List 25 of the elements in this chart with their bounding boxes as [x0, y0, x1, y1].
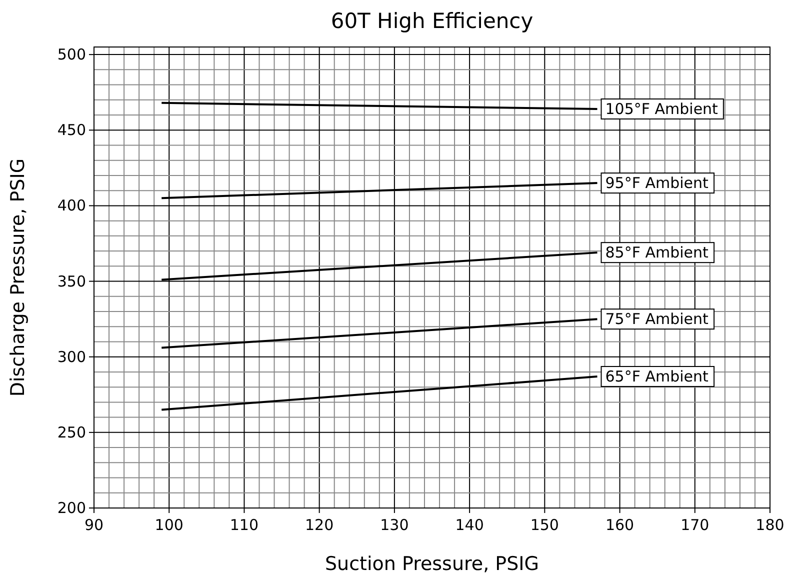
x-tick-label: 180 [756, 516, 784, 534]
x-tick-label: 140 [455, 516, 484, 534]
y-axis-title: Discharge Pressure, PSIG [7, 158, 29, 397]
x-tick-label: 110 [230, 516, 259, 534]
x-tick-label: 150 [530, 516, 559, 534]
x-tick-label: 130 [380, 516, 409, 534]
series-label: 65°F Ambient [605, 368, 709, 386]
y-tick-label: 250 [57, 423, 86, 442]
x-tick-label: 120 [305, 516, 334, 534]
series-label: 75°F Ambient [605, 310, 709, 328]
x-tick-label: 90 [84, 516, 104, 534]
y-tick-label: 300 [57, 348, 86, 366]
x-tick-label: 100 [154, 516, 184, 534]
series-label: 105°F Ambient [605, 100, 718, 118]
y-tick-label: 400 [57, 196, 86, 215]
y-tick-label: 200 [57, 499, 86, 517]
series-label: 95°F Ambient [605, 174, 709, 192]
chart-title: 60T High Efficiency [330, 9, 534, 33]
y-tick-label: 350 [57, 272, 86, 290]
x-axis-title: Suction Pressure, PSIG [324, 553, 540, 575]
x-tick-label: 160 [605, 516, 634, 534]
x-tick-label: 170 [680, 516, 710, 534]
series-label: 85°F Ambient [605, 244, 709, 262]
y-tick-label: 450 [57, 121, 86, 140]
y-tick-label: 500 [57, 46, 86, 64]
